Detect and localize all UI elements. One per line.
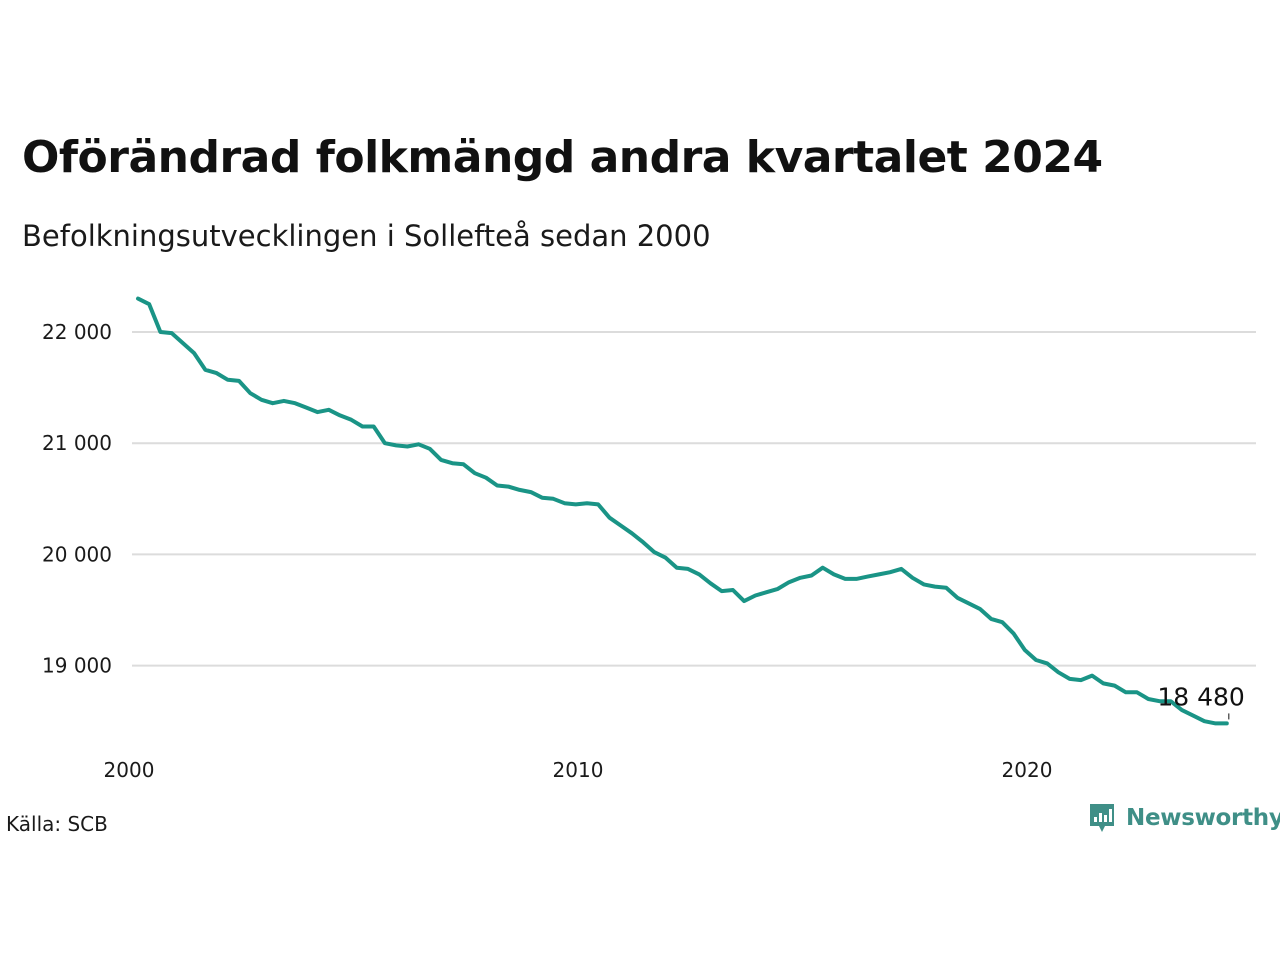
newsworthy-logo-icon	[1090, 804, 1114, 832]
brand-name: Newsworthy	[1126, 805, 1280, 831]
x-tick-label: 2010	[553, 758, 604, 782]
x-axis-tick-labels: 2000 2010 2020	[104, 758, 1053, 782]
population-series-line	[136, 296, 1229, 726]
chart-subtitle: Befolkningsutvecklingen i Sollefteå seda…	[22, 219, 711, 253]
y-axis-tick-labels: 19 000 20 000 21 000 22 000	[42, 320, 112, 678]
end-value-label: 18 480	[1157, 682, 1244, 711]
y-tick-label: 22 000	[42, 320, 112, 344]
x-tick-label: 2000	[104, 758, 155, 782]
source-note: Källa: SCB	[6, 812, 108, 836]
newsworthy-brand[interactable]: Newsworthy	[1088, 802, 1280, 834]
y-tick-label: 21 000	[42, 431, 112, 455]
gridlines	[132, 331, 1256, 667]
y-tick-label: 19 000	[42, 654, 112, 678]
chart-title: Oförändrad folkmängd andra kvartalet 202…	[22, 132, 1103, 183]
x-tick-label: 2020	[1002, 758, 1053, 782]
y-tick-label: 20 000	[42, 542, 112, 566]
